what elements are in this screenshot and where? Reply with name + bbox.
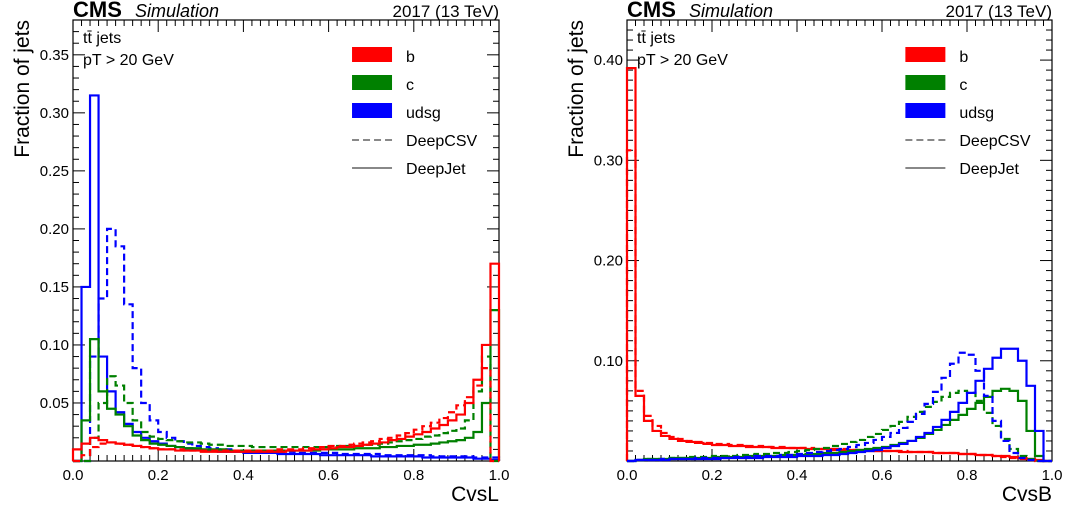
legend-label: b <box>959 49 968 66</box>
histogram-b-deepjet <box>625 67 1052 463</box>
legend-label: DeepCSV <box>959 133 1030 150</box>
y-tick-label: 0.10 <box>40 337 69 354</box>
x-tick-label: 0.4 <box>233 467 254 484</box>
y-tick-label: 0.15 <box>40 279 69 296</box>
y-tick-label: 0.05 <box>40 395 69 412</box>
pt-cut-annotation: pT > 20 GeV <box>637 52 728 69</box>
energy-label: 2017 (13 TeV) <box>393 2 499 21</box>
energy-label: 2017 (13 TeV) <box>946 2 1052 21</box>
legend-swatch-c <box>905 75 946 90</box>
legend-label: c <box>406 77 414 94</box>
y-tick-label: 0.30 <box>594 152 623 169</box>
legend-swatch-b <box>352 47 393 62</box>
histogram-udsg-deepcsv <box>627 351 1052 463</box>
histogram-udsg-deepjet <box>73 94 501 463</box>
legend-swatch-b <box>905 47 946 62</box>
y-tick-label: 0.20 <box>40 221 69 238</box>
simulation-label: Simulation <box>135 1 219 21</box>
y-tick-label: 0.40 <box>594 52 623 69</box>
legend-swatch-c <box>352 75 393 90</box>
simulation-label: Simulation <box>689 1 773 21</box>
legend-swatch-udsg <box>905 103 946 118</box>
plot-frame <box>72 19 500 462</box>
legend-label: udsg <box>959 105 994 122</box>
x-tick-label: 0.0 <box>63 467 84 484</box>
histogram-b-deepcsv <box>73 367 499 463</box>
process-annotation: tt̄ jets <box>83 30 121 47</box>
x-tick-label: 0.2 <box>148 467 169 484</box>
y-tick-label: 0.20 <box>594 253 623 270</box>
x-axis-label: CvsB <box>1002 483 1052 505</box>
histogram-udsg-deepjet <box>627 347 1052 463</box>
y-tick-label: 0.10 <box>594 353 623 370</box>
x-tick-label: 0.6 <box>872 467 893 484</box>
x-tick-label: 0.8 <box>403 467 424 484</box>
legend-label: udsg <box>406 105 441 122</box>
x-tick-label: 0.0 <box>617 467 638 484</box>
histogram-b-deepcsv <box>625 149 1052 463</box>
chart-panel-1: 0.0 0.2 0.4 0.6 0.8 1.0 0.05 0.10 0.15 0.20 0.25 0.… <box>11 0 509 505</box>
legend-swatch-udsg <box>352 103 393 118</box>
histogram-c-deepcsv <box>73 355 499 463</box>
process-annotation: tt̄ jets <box>637 30 675 47</box>
x-tick-label: 1.0 <box>1042 467 1063 484</box>
histogram-c-deepjet <box>73 309 501 463</box>
legend-label: DeepJet <box>959 161 1019 178</box>
histogram-udsg-deepcsv <box>73 227 501 463</box>
legend-label: b <box>406 49 415 66</box>
x-tick-label: 0.6 <box>318 467 339 484</box>
experiment-label: CMS <box>73 0 122 22</box>
x-tick-label: 0.2 <box>702 467 723 484</box>
y-tick-label: 0.30 <box>40 105 69 122</box>
y-axis-label: Fraction of jets <box>565 20 588 158</box>
x-axis-label: CvsL <box>451 483 499 505</box>
chart-panel-2: 0.0 0.2 0.4 0.6 0.8 1.0 0.10 0.20 0.30 0.40 CvsB Fr… <box>565 0 1062 505</box>
histogram-c-deepcsv <box>627 389 1052 463</box>
x-tick-label: 0.4 <box>787 467 808 484</box>
legend-label: DeepJet <box>406 161 466 178</box>
experiment-label: CMS <box>627 0 676 22</box>
y-axis-label: Fraction of jets <box>11 20 34 158</box>
legend-label: DeepCSV <box>406 133 477 150</box>
y-tick-label: 0.35 <box>40 47 69 64</box>
legend-label: c <box>959 77 967 94</box>
x-tick-label: 0.8 <box>957 467 978 484</box>
pt-cut-annotation: pT > 20 GeV <box>83 52 174 69</box>
y-tick-label: 0.25 <box>40 163 69 180</box>
x-tick-label: 1.0 <box>489 467 510 484</box>
